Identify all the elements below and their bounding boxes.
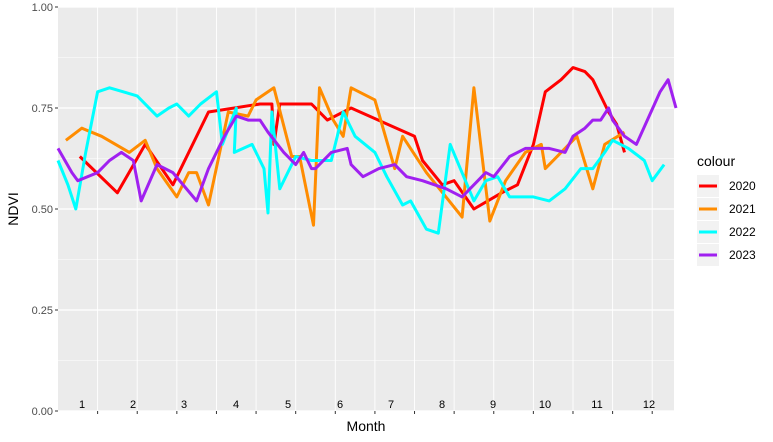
legend-label-2022: 2022: [729, 225, 756, 239]
month-label-8: 8: [439, 399, 445, 411]
legend-title: colour: [697, 153, 735, 169]
series-line-2023: [56, 78, 678, 203]
y-axis: 0.00 0.25 0.50 0.75 1.00: [32, 2, 58, 418]
month-label-5: 5: [285, 399, 291, 411]
major-gridlines: [58, 6, 674, 412]
legend: colour 2020 2021 2022 2023: [697, 153, 756, 266]
y-tick-label: 0.50: [32, 204, 53, 216]
month-label-9: 9: [490, 399, 496, 411]
month-label-10: 10: [539, 399, 551, 411]
legend-label-2023: 2023: [729, 248, 756, 262]
minor-gridlines: [58, 57, 674, 361]
month-labels: 1 2 3 4 5 6 7 8 9 10 11 12: [79, 399, 655, 411]
y-tick-label: 0.25: [32, 305, 53, 317]
y-axis-title: NDVI: [5, 192, 21, 225]
series-line-2022: [56, 86, 666, 235]
series-line-2021: [64, 86, 626, 227]
y-tick-label: 0.75: [32, 103, 53, 115]
month-label-4: 4: [233, 399, 239, 411]
month-label-7: 7: [388, 399, 394, 411]
y-tick-label: 1.00: [32, 2, 53, 14]
x-axis-title: Month: [347, 418, 386, 434]
month-label-1: 1: [79, 399, 85, 411]
series-line-2020: [78, 66, 626, 211]
month-label-12: 12: [643, 399, 655, 411]
x-axis: [97, 411, 653, 414]
legend-label-2020: 2020: [729, 179, 756, 193]
month-label-2: 2: [130, 399, 136, 411]
y-tick-label: 0.00: [32, 406, 53, 418]
month-label-3: 3: [181, 399, 187, 411]
legend-label-2021: 2021: [729, 202, 756, 216]
series-lines: [56, 66, 678, 235]
month-label-11: 11: [591, 399, 602, 411]
month-label-6: 6: [337, 399, 343, 411]
